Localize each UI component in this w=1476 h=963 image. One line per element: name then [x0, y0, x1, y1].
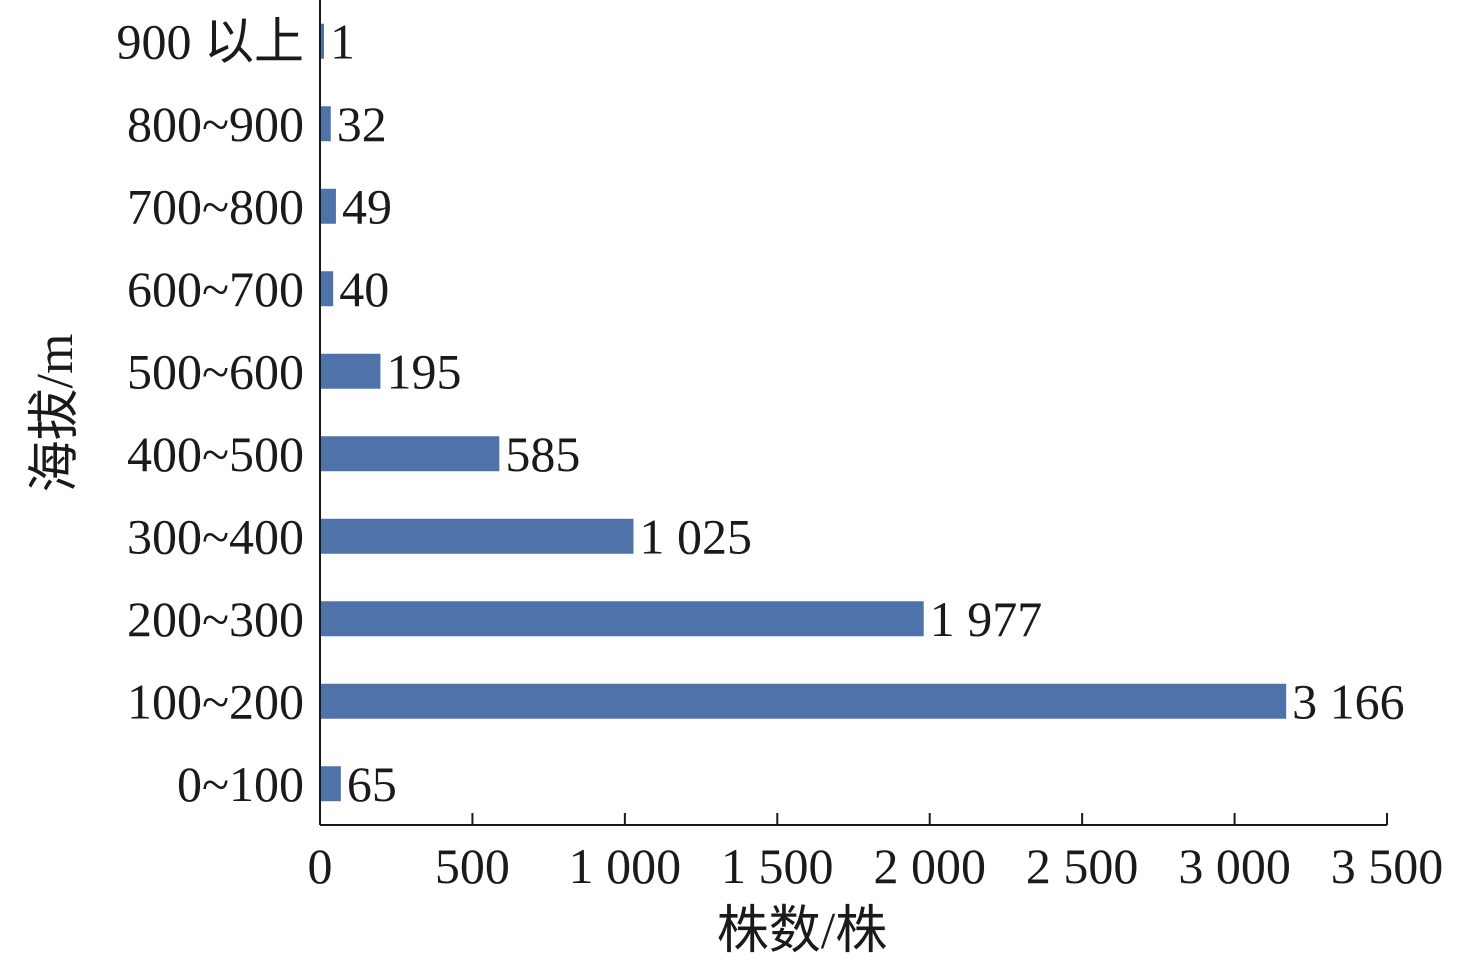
data-label-8: 32 — [337, 96, 387, 152]
category-label-3: 300~400 — [127, 508, 304, 564]
x-tick-label-3: 1 500 — [721, 838, 834, 894]
data-label-4: 585 — [505, 426, 580, 482]
data-label-2: 1 977 — [930, 591, 1043, 647]
x-tick-label-7: 3 500 — [1331, 838, 1444, 894]
x-axis-title: 株数/株 — [717, 903, 887, 960]
data-label-5: 195 — [386, 343, 461, 399]
data-label-3: 1 025 — [639, 508, 752, 564]
x-ticks-group: 0 500 1 000 1 500 2 000 2 500 3 000 3 500 — [308, 813, 1444, 894]
bar-2 — [321, 601, 924, 637]
category-label-7: 700~800 — [127, 178, 304, 234]
y-axis-title: 海拔/m — [27, 334, 84, 493]
bar-4 — [321, 436, 500, 472]
data-label-7: 49 — [342, 178, 392, 234]
x-tick-label-0: 0 — [308, 838, 333, 894]
category-label-5: 500~600 — [127, 343, 304, 399]
bar-3 — [321, 518, 634, 554]
category-label-0: 0~100 — [177, 756, 304, 812]
bar-6 — [321, 271, 334, 307]
data-labels-group: 65 3 166 1 977 1 025 585 195 40 49 32 1 — [330, 13, 1405, 812]
bar-8 — [321, 106, 331, 142]
category-label-4: 400~500 — [127, 426, 304, 482]
category-label-8: 800~900 — [127, 96, 304, 152]
axes-group — [319, 0, 1387, 826]
category-label-9: 900 以上 — [117, 13, 305, 69]
x-tick-label-1: 500 — [435, 838, 510, 894]
category-label-2: 200~300 — [127, 591, 304, 647]
x-tick-label-5: 2 500 — [1026, 838, 1139, 894]
bar-5 — [321, 353, 381, 389]
data-label-1: 3 166 — [1292, 673, 1405, 729]
x-tick-label-2: 1 000 — [569, 838, 682, 894]
bars-group — [321, 23, 1287, 802]
bar-0 — [321, 766, 341, 802]
bar-7 — [321, 188, 336, 224]
data-label-0: 65 — [347, 756, 397, 812]
data-label-9: 1 — [330, 13, 355, 69]
bar-1 — [321, 683, 1287, 719]
bar-9 — [321, 23, 324, 59]
data-label-6: 40 — [339, 261, 389, 317]
category-label-6: 600~700 — [127, 261, 304, 317]
x-tick-label-6: 3 000 — [1178, 838, 1291, 894]
category-labels-group: 0~100 100~200 200~300 300~400 400~500 500~600… — [117, 13, 305, 812]
x-tick-label-4: 2 000 — [873, 838, 986, 894]
category-label-1: 100~200 — [127, 673, 304, 729]
